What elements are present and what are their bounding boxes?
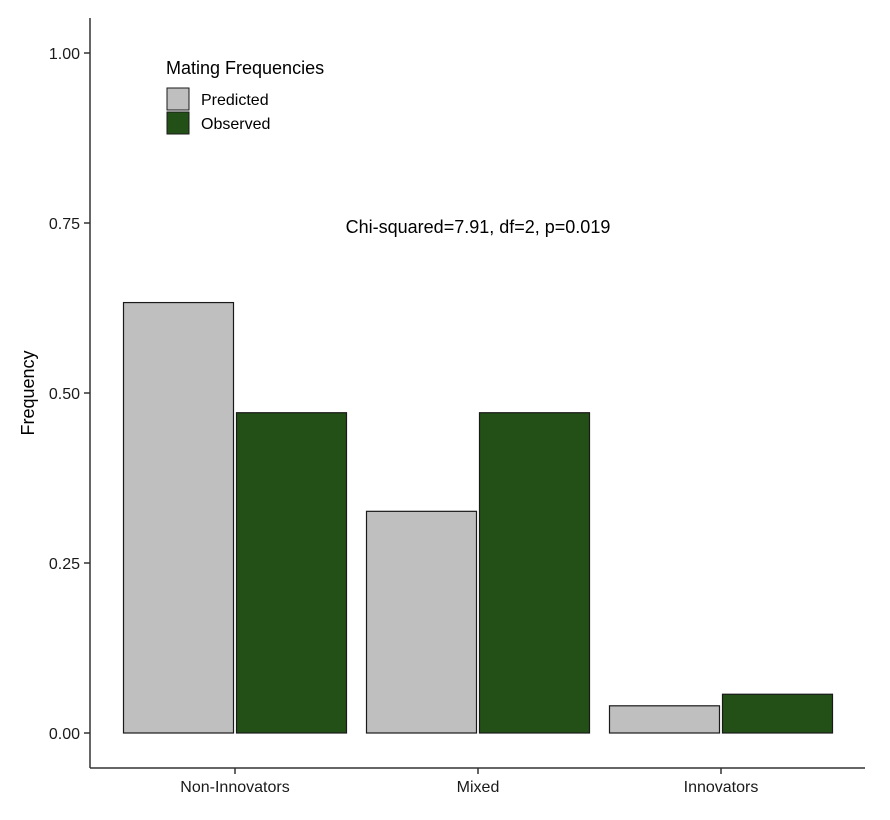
bar-predicted-mixed <box>365 510 478 734</box>
x-ticks: Non-Innovators Mixed Innovators <box>180 768 758 796</box>
legend-items: Predicted Observed <box>166 87 270 135</box>
legend-key-observed <box>166 111 190 135</box>
legend-title: Mating Frequencies <box>166 58 324 78</box>
bar-predicted-innovators <box>608 705 721 734</box>
bars <box>122 301 834 734</box>
bar-predicted-non-innovators <box>122 301 235 734</box>
y-tick-label: 1.00 <box>49 46 80 63</box>
x-tick-label: Innovators <box>684 779 759 796</box>
legend-key-predicted <box>166 87 190 111</box>
chi-squared-annotation: Chi-squared=7.91, df=2, p=0.019 <box>346 217 611 237</box>
bar-observed-non-innovators <box>235 412 348 734</box>
y-tick-label: 0.75 <box>49 216 80 233</box>
y-tick-label: 0.50 <box>49 386 80 403</box>
y-tick-label: 0.25 <box>49 556 80 573</box>
x-tick-label: Non-Innovators <box>180 779 289 796</box>
legend-label-observed: Observed <box>201 116 270 133</box>
x-tick-label: Mixed <box>457 779 500 796</box>
y-tick-label: 0.00 <box>49 726 80 743</box>
legend: Mating Frequencies Predicted Observed <box>166 58 324 135</box>
y-ticks: 0.00 0.25 0.50 0.75 1.00 <box>49 46 90 743</box>
bar-observed-innovators <box>721 693 834 734</box>
legend-label-predicted: Predicted <box>201 92 269 109</box>
bar-observed-mixed <box>478 412 591 734</box>
y-axis-title: Frequency <box>18 350 38 435</box>
